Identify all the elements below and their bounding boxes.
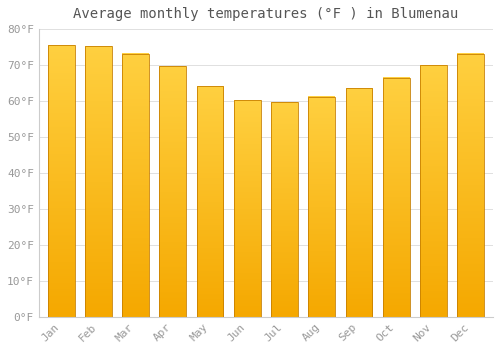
- Bar: [383, 78, 409, 317]
- Bar: [196, 86, 224, 317]
- Bar: [308, 97, 335, 317]
- Bar: [458, 54, 484, 317]
- Bar: [48, 45, 74, 317]
- Bar: [160, 66, 186, 317]
- Bar: [122, 54, 149, 317]
- Bar: [420, 65, 447, 317]
- Bar: [346, 89, 372, 317]
- Bar: [234, 100, 260, 317]
- Bar: [85, 46, 112, 317]
- Bar: [271, 102, 298, 317]
- Title: Average monthly temperatures (°F ) in Blumenau: Average monthly temperatures (°F ) in Bl…: [74, 7, 458, 21]
